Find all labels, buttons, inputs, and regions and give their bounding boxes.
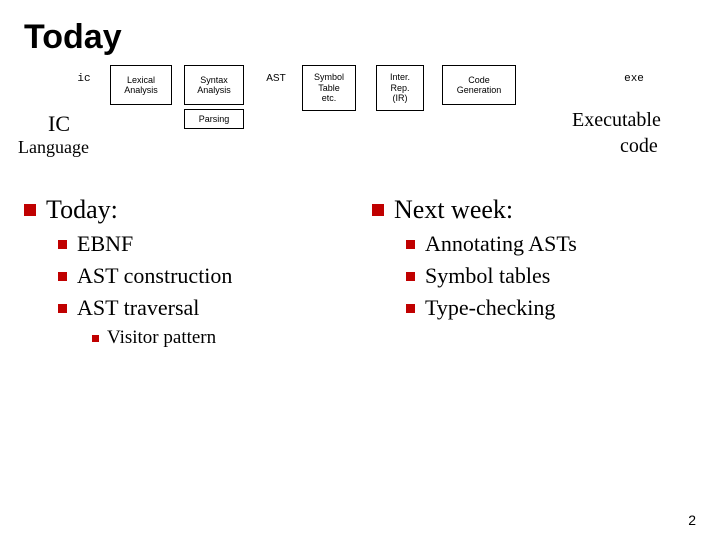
pipeline-section-IC: IC xyxy=(48,111,70,137)
bullet-item-text: EBNF xyxy=(77,231,133,257)
bullet-marker-icon xyxy=(58,272,67,281)
bullet-marker-icon xyxy=(406,304,415,313)
slide-title: Today xyxy=(24,18,696,57)
pipeline-diagram: LexicalAnalysisSyntaxAnalysisParsingSymb… xyxy=(24,65,696,175)
left-column: Today: EBNF AST construction AST traversal V… xyxy=(24,195,348,349)
right-column: Next week: Annotating ASTs Symbol tables Ty… xyxy=(372,195,696,349)
pipeline-stage-ir: Inter.Rep.(IR) xyxy=(376,65,424,111)
bullet-item: AST traversal xyxy=(58,295,348,321)
stage-line: Syntax xyxy=(200,75,228,85)
pipeline-section-Executable: Executable xyxy=(572,109,661,132)
stage-line: (IR) xyxy=(393,93,408,103)
bullet-marker-icon xyxy=(372,204,384,216)
bullet-subitem: Visitor pattern xyxy=(92,327,348,349)
stage-line: Lexical xyxy=(127,75,155,85)
content-columns: Today: EBNF AST construction AST traversal V… xyxy=(24,195,696,349)
pipeline-label-exe: exe xyxy=(614,73,654,85)
stage-line: Analysis xyxy=(197,85,231,95)
stage-line: Code xyxy=(468,75,490,85)
pipeline-stage-cg: CodeGeneration xyxy=(442,65,516,105)
bullet-heading-text: Today: xyxy=(46,195,118,225)
stage-line: etc. xyxy=(322,93,337,103)
bullet-heading: Today: xyxy=(24,195,348,225)
bullet-item: AST construction xyxy=(58,263,348,289)
bullet-item-text: AST construction xyxy=(77,263,232,289)
bullet-marker-icon xyxy=(92,335,99,342)
page-number: 2 xyxy=(688,512,696,528)
pipeline-stage-sym: SymbolTableetc. xyxy=(302,65,356,111)
pipeline-section-Language: Language xyxy=(18,137,89,158)
bullet-marker-icon xyxy=(406,240,415,249)
pipeline-stage-pars: Parsing xyxy=(184,109,244,129)
bullet-item: Annotating ASTs xyxy=(406,231,696,257)
bullet-subitem-text: Visitor pattern xyxy=(107,327,216,349)
stage-line: Table xyxy=(318,83,340,93)
pipeline-stage-lex: LexicalAnalysis xyxy=(110,65,172,105)
pipeline-stage-syn: SyntaxAnalysis xyxy=(184,65,244,105)
bullet-item: Type-checking xyxy=(406,295,696,321)
bullet-item: EBNF xyxy=(58,231,348,257)
bullet-heading: Next week: xyxy=(372,195,696,225)
pipeline-label-ast: AST xyxy=(256,73,296,84)
pipeline-label-ic: ic xyxy=(66,73,102,85)
bullet-item-text: AST traversal xyxy=(77,295,199,321)
bullet-item: Symbol tables xyxy=(406,263,696,289)
bullet-marker-icon xyxy=(58,304,67,313)
bullet-item-text: Annotating ASTs xyxy=(425,231,577,257)
bullet-item-text: Type-checking xyxy=(425,295,555,321)
bullet-marker-icon xyxy=(406,272,415,281)
bullet-marker-icon xyxy=(58,240,67,249)
stage-line: Inter. xyxy=(390,72,410,82)
pipeline-section-code: code xyxy=(620,135,658,158)
stage-line: Symbol xyxy=(314,72,344,82)
bullet-item-text: Symbol tables xyxy=(425,263,550,289)
stage-line: Generation xyxy=(457,85,502,95)
bullet-heading-text: Next week: xyxy=(394,195,513,225)
stage-line: Parsing xyxy=(199,114,230,124)
stage-line: Analysis xyxy=(124,85,158,95)
bullet-marker-icon xyxy=(24,204,36,216)
stage-line: Rep. xyxy=(390,83,409,93)
